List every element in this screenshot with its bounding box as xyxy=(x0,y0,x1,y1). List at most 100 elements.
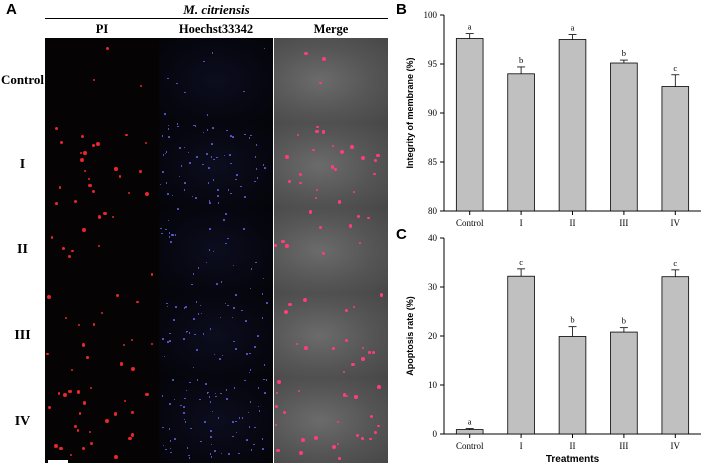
micrograph-ii-merge xyxy=(274,208,388,293)
cell-dot xyxy=(354,395,358,399)
apoptosis-rate-chart: 0 10 20 30 40 a Control c Ib II b III c IV Apoptosis r… xyxy=(405,233,701,465)
cell-dot xyxy=(207,182,210,184)
membrane-significance-label: b xyxy=(622,48,626,58)
cell-dot xyxy=(162,338,164,340)
micrograph-i-hoechst xyxy=(159,123,273,208)
row-label-i: I xyxy=(19,157,26,172)
cell-dot xyxy=(68,254,72,259)
cell-dot xyxy=(208,249,211,251)
apoptosis-y-tick-label: 40 xyxy=(428,233,438,243)
cell-dot xyxy=(114,412,118,416)
apoptosis-y-axis-label: Apoptosis rate (%) xyxy=(405,296,415,376)
membrane-bar xyxy=(507,73,535,212)
cell-dot xyxy=(168,136,170,138)
cell-dot xyxy=(190,427,192,430)
cell-dot xyxy=(235,348,237,350)
cell-dot xyxy=(342,393,347,397)
cell-dot xyxy=(300,438,305,443)
cell-dot xyxy=(362,346,365,349)
cell-dot xyxy=(243,90,245,93)
cell-dot xyxy=(368,351,372,354)
cell-dot xyxy=(263,47,266,50)
cell-dot xyxy=(205,383,207,385)
cell-dot xyxy=(314,196,318,200)
cell-dot xyxy=(208,200,210,202)
cell-dot xyxy=(248,426,251,428)
cell-dot xyxy=(166,305,169,308)
cell-dot xyxy=(195,197,197,199)
cell-dot xyxy=(131,367,136,372)
cell-dot xyxy=(345,339,348,342)
panel-a-label: A xyxy=(6,1,17,18)
cell-dot xyxy=(210,156,213,158)
cell-dot xyxy=(258,410,261,412)
cell-dot xyxy=(225,389,228,391)
cell-dot xyxy=(244,379,246,382)
cell-dot xyxy=(216,156,218,159)
cell-dot xyxy=(169,403,171,405)
cell-dot xyxy=(205,261,208,264)
apoptosis-category-label: IV xyxy=(671,441,681,451)
cell-dot xyxy=(82,401,87,405)
cell-dot xyxy=(249,401,252,403)
row-label-iv: IV xyxy=(14,414,31,429)
cell-dot xyxy=(266,302,268,304)
cell-dot xyxy=(204,421,206,423)
cell-dot xyxy=(145,142,148,145)
cell-dot xyxy=(212,127,214,129)
cell-dot xyxy=(227,237,229,240)
cell-dot xyxy=(162,154,165,156)
cell-dot xyxy=(336,443,339,446)
membrane-category-label: IV xyxy=(671,218,681,228)
cell-dot xyxy=(185,389,188,392)
cell-dot xyxy=(168,236,171,238)
micrograph-ii-pi xyxy=(45,208,159,293)
apoptosis-significance-label: b xyxy=(622,316,626,326)
cell-dot xyxy=(185,306,187,308)
panel-c-label: C xyxy=(396,226,407,243)
cell-dot xyxy=(178,175,181,178)
cell-dot xyxy=(235,420,237,423)
cell-dot xyxy=(166,302,168,305)
cell-dot xyxy=(70,368,74,372)
cell-dot xyxy=(87,177,90,181)
cell-dot xyxy=(184,91,186,94)
cell-dot xyxy=(164,152,167,155)
membrane-bar xyxy=(610,62,638,212)
cell-dot xyxy=(330,165,335,169)
cell-dot xyxy=(217,417,220,419)
cell-dot xyxy=(228,453,230,455)
cell-dot xyxy=(54,202,58,206)
cell-dot xyxy=(236,174,238,176)
cell-dot xyxy=(89,442,93,446)
cell-dot xyxy=(281,239,285,244)
row-label-control: Control xyxy=(0,72,45,87)
cell-dot xyxy=(175,306,177,308)
cell-dot xyxy=(219,316,222,319)
cell-dot xyxy=(185,331,188,334)
cell-dot xyxy=(174,234,177,236)
apoptosis-x-axis-label: Treatments xyxy=(546,454,600,465)
cell-dot xyxy=(265,379,268,381)
cell-dot xyxy=(92,144,96,147)
membrane-y-tick-label: 80 xyxy=(428,206,438,216)
membrane-bar xyxy=(455,38,484,212)
cell-dot xyxy=(226,398,228,400)
cell-dot xyxy=(180,165,183,167)
cell-dot xyxy=(299,450,304,455)
cell-dot xyxy=(227,189,230,191)
cell-dot xyxy=(197,267,200,269)
cell-dot xyxy=(230,192,232,195)
cell-dot xyxy=(213,353,216,356)
cell-dot xyxy=(187,151,190,154)
cell-dot xyxy=(170,241,172,243)
cell-dot xyxy=(192,366,195,369)
cell-dot xyxy=(54,126,58,130)
cell-dot xyxy=(246,353,248,355)
micrograph-control-hoechst xyxy=(159,38,273,123)
cell-dot xyxy=(217,189,219,191)
cell-dot xyxy=(351,362,355,367)
cell-dot xyxy=(131,411,135,415)
cell-dot xyxy=(169,447,172,450)
cell-dot xyxy=(98,215,102,219)
